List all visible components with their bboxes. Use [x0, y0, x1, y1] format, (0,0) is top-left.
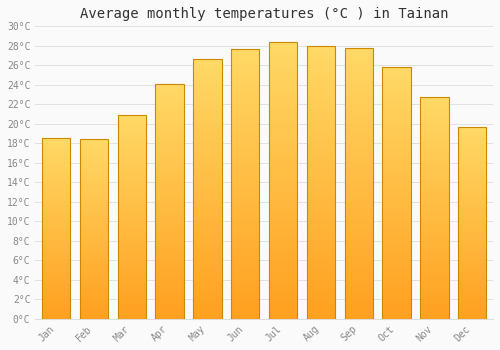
- Bar: [458, 127, 486, 318]
- Bar: [231, 49, 260, 318]
- Bar: [80, 139, 108, 318]
- Bar: [420, 97, 448, 318]
- Title: Average monthly temperatures (°C ) in Tainan: Average monthly temperatures (°C ) in Ta…: [80, 7, 448, 21]
- Bar: [344, 48, 373, 319]
- Bar: [269, 42, 298, 318]
- Bar: [118, 115, 146, 318]
- Bar: [42, 138, 70, 318]
- Bar: [306, 46, 335, 319]
- Bar: [193, 60, 222, 318]
- Bar: [382, 67, 411, 318]
- Bar: [156, 84, 184, 318]
